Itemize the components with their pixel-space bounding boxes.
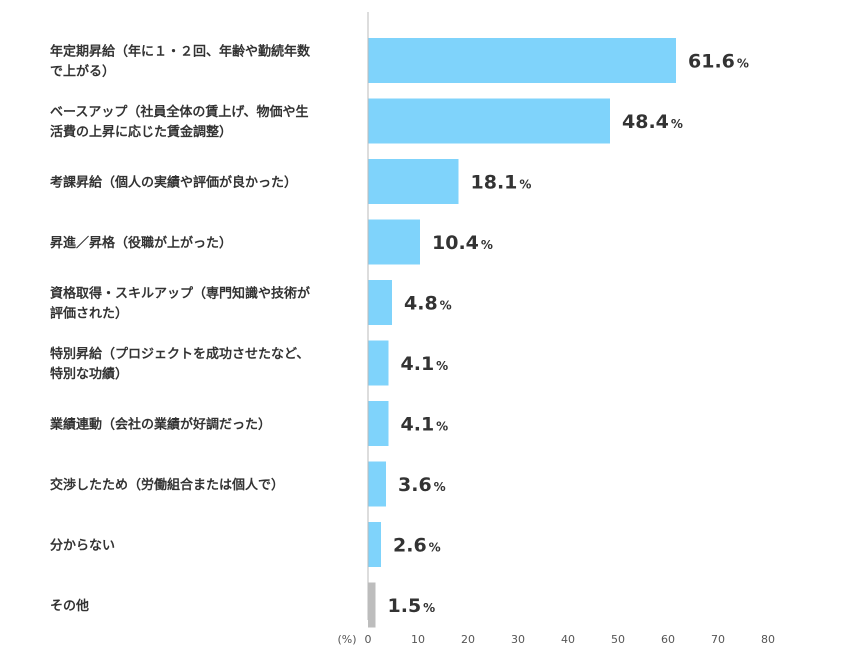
data-label-value: 18.1 xyxy=(471,172,518,194)
x-tick-label: 70 xyxy=(711,633,725,646)
data-label: 4.1% xyxy=(401,353,449,375)
data-label-unit: % xyxy=(519,178,531,192)
data-label: 3.6% xyxy=(398,474,446,496)
bar xyxy=(368,280,392,325)
data-label-value: 61.6 xyxy=(688,51,735,73)
data-label-value: 10.4 xyxy=(432,232,479,254)
bar xyxy=(368,401,389,446)
data-label: 4.8% xyxy=(404,293,452,315)
category-label-line: 評価された） xyxy=(50,306,128,322)
category-label: 昇進／昇格（役職が上がった） xyxy=(50,235,232,251)
category-label-line: 年定期昇給（年に１・２回、年齢や勤続年数 xyxy=(50,44,311,60)
x-tick-label: 10 xyxy=(411,633,425,646)
data-label-value: 48.4 xyxy=(622,111,669,133)
category-label-line: 交渉したため（労働組合または個人で） xyxy=(50,477,284,493)
data-label-unit: % xyxy=(436,359,448,373)
data-label-value: 4.1 xyxy=(401,414,435,436)
data-label-unit: % xyxy=(434,480,446,494)
bar xyxy=(368,522,381,567)
bar xyxy=(368,219,420,265)
category-label-line: で上がる） xyxy=(50,64,115,80)
x-tick-label: 50 xyxy=(611,633,625,646)
data-label-value: 4.8 xyxy=(404,293,438,315)
category-label-line: 特別な功績） xyxy=(50,366,128,382)
category-label: その他 xyxy=(50,598,89,614)
data-label-unit: % xyxy=(737,57,749,71)
data-label-unit: % xyxy=(440,299,452,313)
category-label-line: 特別昇給（プロジェクトを成功させたなど、 xyxy=(50,346,309,362)
category-label-line: 昇進／昇格（役職が上がった） xyxy=(50,235,232,251)
category-label-line: 業績連動（会社の業績が好調だった） xyxy=(49,417,271,433)
category-label: 特別昇給（プロジェクトを成功させたなど、特別な功績） xyxy=(50,346,309,382)
x-tick-label: 30 xyxy=(511,633,525,646)
category-label: 分からない xyxy=(50,538,115,554)
data-label-unit: % xyxy=(671,117,683,131)
bar xyxy=(368,461,386,507)
bar xyxy=(368,582,376,628)
data-label: 18.1% xyxy=(471,172,532,194)
x-tick-label: 20 xyxy=(461,633,475,646)
category-label-line: 資格取得・スキルアップ（専門知識や技術が xyxy=(50,286,310,302)
category-label: 考課昇給（個人の実績や評価が良かった） xyxy=(50,175,297,191)
data-label-unit: % xyxy=(436,420,448,434)
x-tick-label: 0 xyxy=(365,633,372,646)
category-label-line: 活費の上昇に応じた賃金調整） xyxy=(50,124,232,140)
x-tick-label: 80 xyxy=(761,633,775,646)
data-label-unit: % xyxy=(429,541,441,555)
data-label: 2.6% xyxy=(393,535,441,557)
bar xyxy=(368,98,610,144)
data-label: 10.4% xyxy=(432,232,493,254)
x-tick-label: 60 xyxy=(661,633,675,646)
bar xyxy=(368,159,459,204)
data-label-value: 2.6 xyxy=(393,535,427,557)
x-axis-unit-label: (%) xyxy=(337,633,356,646)
category-label: 交渉したため（労働組合または個人で） xyxy=(50,477,284,493)
data-label-value: 1.5 xyxy=(388,595,422,617)
data-label-unit: % xyxy=(481,238,493,252)
category-label-line: ベースアップ（社員全体の賃上げ、物価や生 xyxy=(50,104,308,120)
bar xyxy=(368,340,389,386)
data-label-value: 4.1 xyxy=(401,353,435,375)
data-label-unit: % xyxy=(423,601,435,615)
category-label-line: 考課昇給（個人の実績や評価が良かった） xyxy=(50,175,297,191)
category-label-line: その他 xyxy=(50,598,89,614)
category-label-line: 分からない xyxy=(50,538,115,554)
data-label: 61.6% xyxy=(688,51,749,73)
bar xyxy=(368,38,676,83)
data-label: 1.5% xyxy=(388,595,436,617)
data-label-value: 3.6 xyxy=(398,474,432,496)
x-tick-label: 40 xyxy=(561,633,575,646)
category-label: 業績連動（会社の業績が好調だった） xyxy=(49,417,271,433)
data-label: 48.4% xyxy=(622,111,683,133)
data-label: 4.1% xyxy=(401,414,449,436)
